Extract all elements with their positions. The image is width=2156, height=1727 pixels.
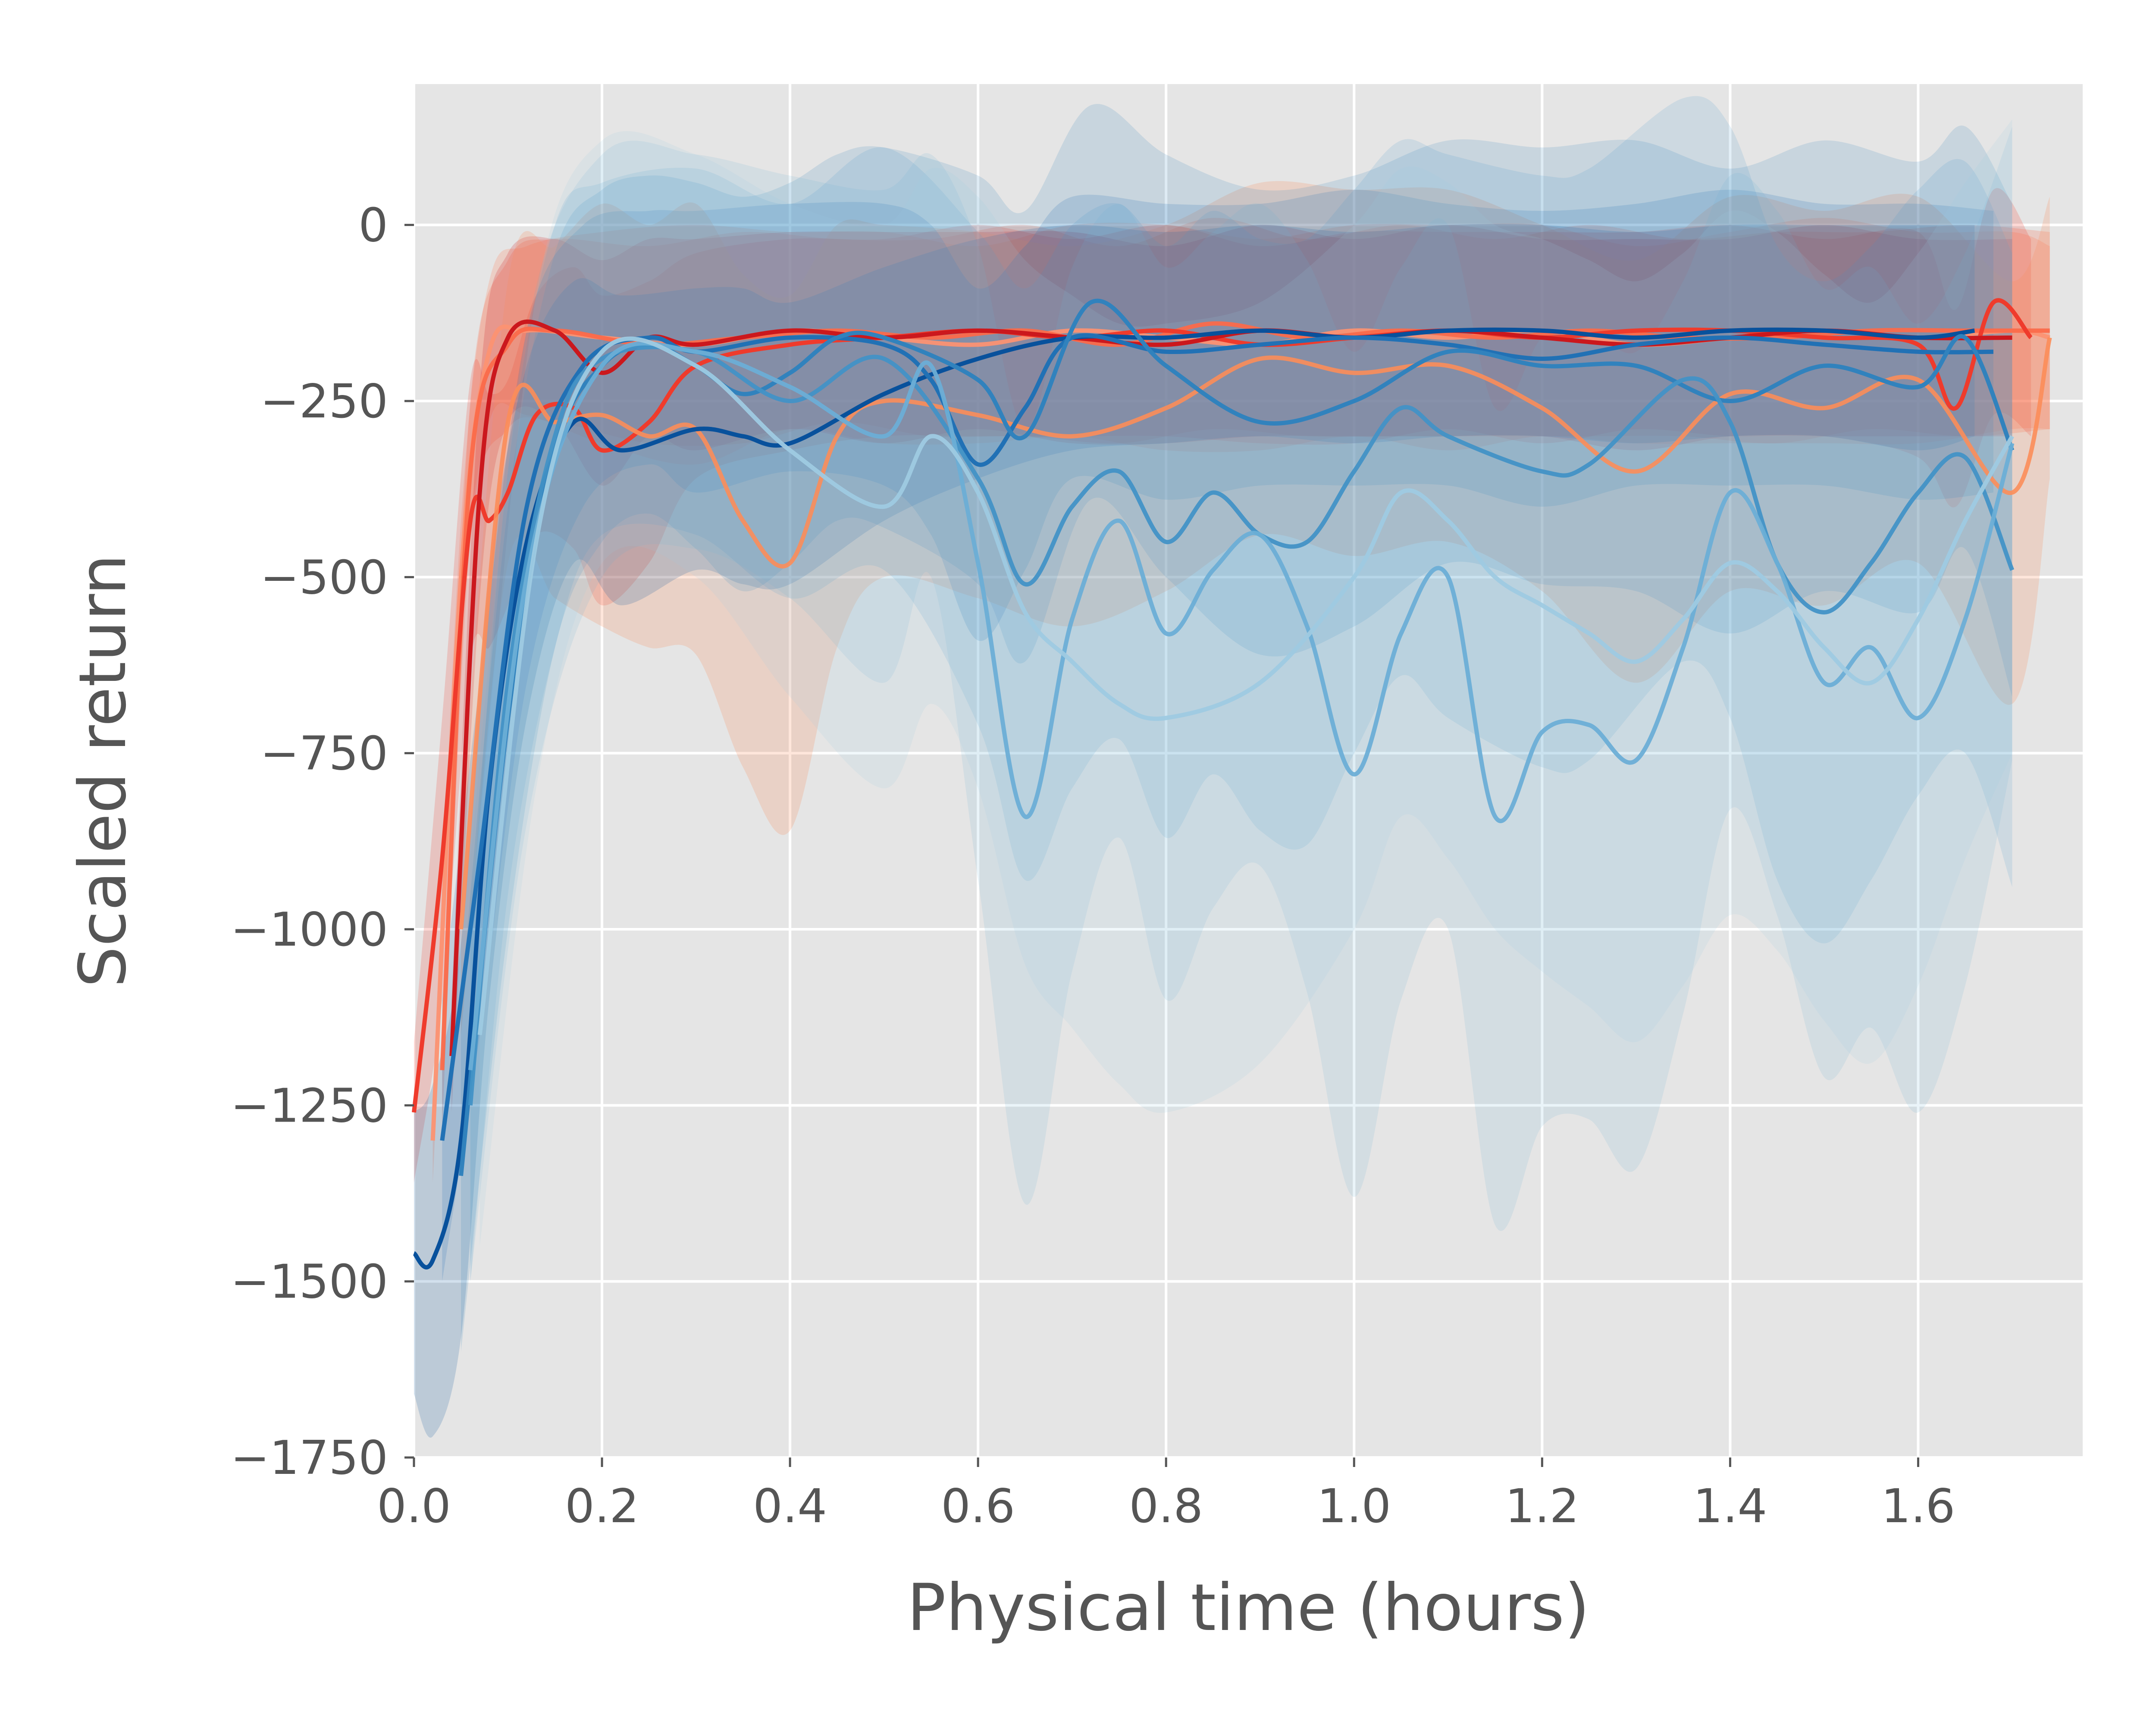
series-line (449, 319, 2012, 1056)
series-band (414, 224, 1975, 1438)
y-axis-label: Scaled return (66, 554, 141, 987)
series-band (461, 181, 2050, 1035)
series-band (470, 96, 2012, 1282)
y-tick-label: −1500 (231, 1255, 388, 1309)
series-band (451, 225, 2012, 1113)
x-tick-label: 1.0 (1317, 1479, 1391, 1533)
plot-area-background (414, 84, 2083, 1457)
y-tick-label: −500 (260, 551, 388, 605)
gridlines (413, 84, 2083, 1459)
y-tick-label: −1000 (231, 903, 388, 957)
y-tick-label: −750 (260, 727, 388, 781)
y-tick-label: −1250 (231, 1079, 388, 1133)
y-tick-label: −250 (260, 375, 388, 429)
series-line (440, 333, 1993, 1141)
x-tick-label: 0.0 (377, 1479, 451, 1533)
series-band (414, 188, 2031, 1183)
y-tick-label: 0 (358, 199, 388, 253)
x-tick-label: 0.6 (941, 1479, 1015, 1533)
x-tick-label: 0.8 (1129, 1479, 1203, 1533)
series-band (432, 218, 2050, 1183)
series-line (477, 336, 2014, 1035)
series-band (479, 119, 2012, 1247)
y-tick-label: −1750 (231, 1431, 388, 1485)
x-tick-label: 0.4 (753, 1479, 827, 1533)
x-tick-label: 1.2 (1505, 1479, 1579, 1533)
series-line (468, 341, 2015, 1071)
series-line (459, 337, 2052, 930)
x-tick-label: 1.4 (1693, 1479, 1767, 1533)
series-lines (412, 298, 2052, 1269)
x-axis-label: Physical time (hours) (907, 1570, 1589, 1646)
x-tick-label: 1.6 (1881, 1479, 1955, 1533)
series-band (442, 218, 2050, 1127)
x-tick-label: 0.2 (565, 1479, 639, 1533)
axes: 0.0 0.2 0.4 0.6 0.8 1.0 1.2 1.4 1.6 0 −250 −500 −750… (231, 199, 1955, 1533)
series-band (470, 126, 2012, 1282)
